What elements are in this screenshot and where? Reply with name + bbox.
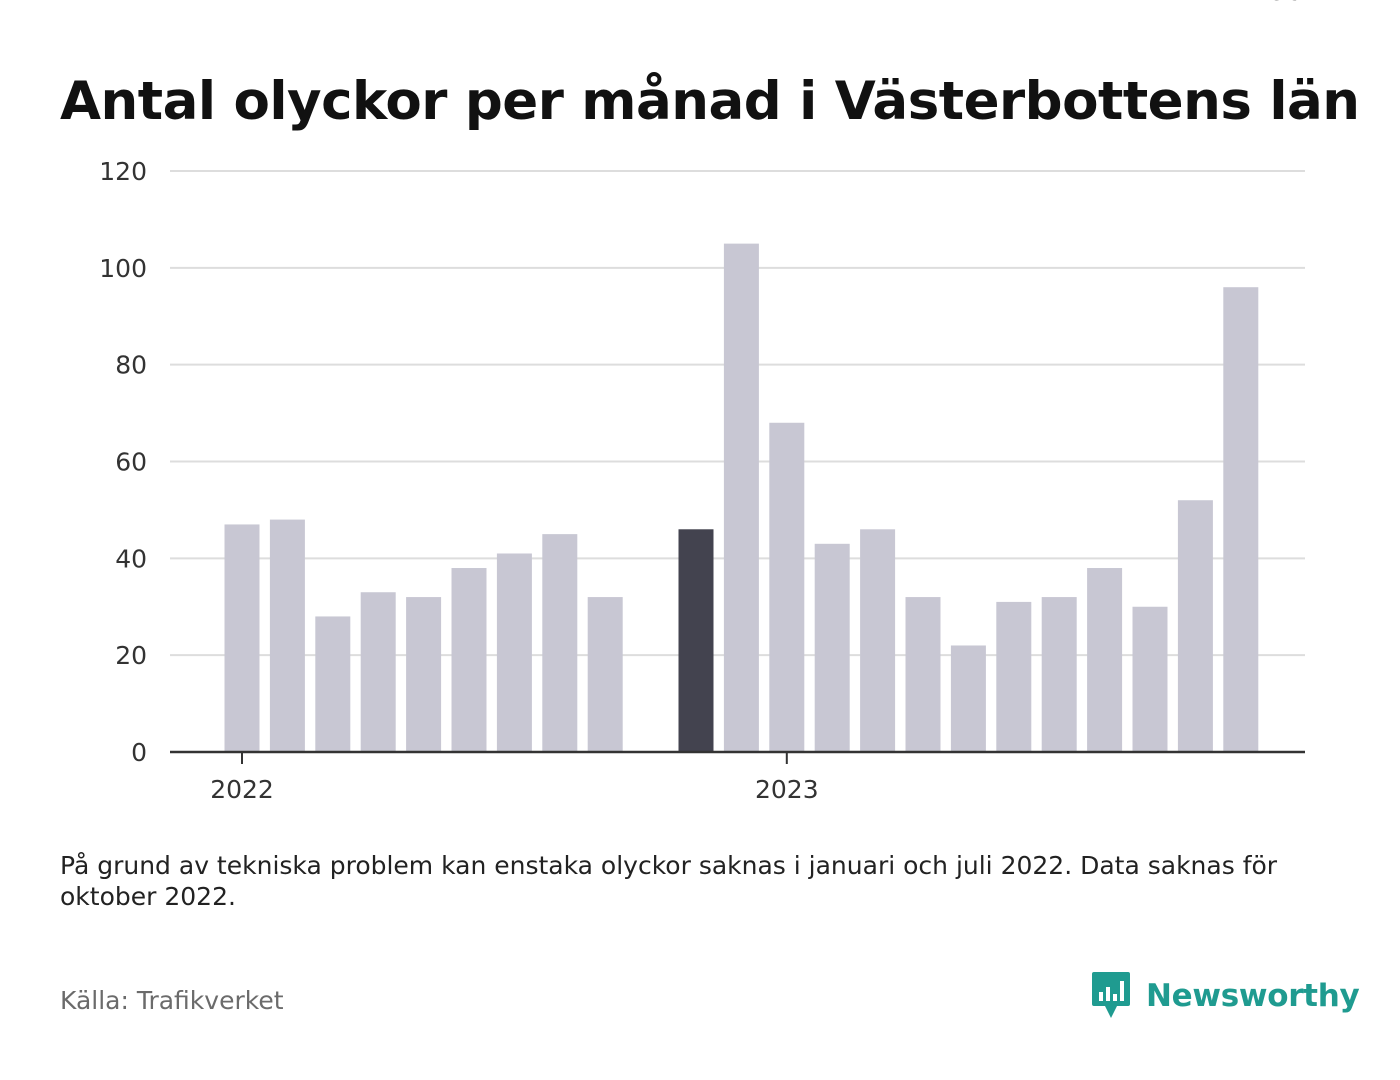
bar-chart: 0 20 40 60 80 100 120 96 2022 2023 — [99, 0, 1305, 804]
data-label: 96 — [1270, 0, 1302, 6]
bar-2023-07 — [1041, 597, 1077, 752]
bars — [224, 243, 1259, 752]
bar-2022-01 — [224, 524, 260, 752]
x-axis: 2022 2023 — [170, 750, 1305, 804]
bar-2022-04 — [360, 592, 396, 752]
bar-2023-10 — [1177, 500, 1213, 752]
bar-2023-02 — [814, 543, 850, 752]
y-axis-ticks: 0 20 40 60 80 100 120 — [99, 157, 147, 767]
bar-2022-03 — [315, 616, 351, 752]
y-tick-label: 100 — [99, 254, 147, 283]
data-labels: 96 — [1270, 0, 1302, 6]
y-tick-label: 0 — [131, 738, 147, 767]
x-tick-label: 2023 — [755, 775, 819, 804]
bar-2022-11 — [678, 529, 714, 752]
brand-logo[interactable]: Newsworthy — [1090, 970, 1360, 1022]
y-tick-label: 80 — [115, 351, 147, 380]
bar-2023-05 — [950, 645, 986, 752]
bar-2023-04 — [905, 597, 941, 752]
bar-2023-09 — [1132, 606, 1168, 752]
y-tick-label: 20 — [115, 641, 147, 670]
bar-2023-08 — [1087, 568, 1123, 752]
bar-2022-05 — [406, 597, 442, 752]
x-tick-label: 2022 — [210, 775, 274, 804]
bar-2022-08 — [542, 534, 578, 752]
bar-2023-11 — [1223, 287, 1259, 752]
source-credit: Källa: Trafikverket — [60, 986, 284, 1015]
bar-2022-07 — [496, 553, 532, 752]
brand-name: Newsworthy — [1146, 978, 1360, 1014]
bar-2023-06 — [996, 601, 1032, 752]
chart-title: Antal olyckor per månad i Västerbottens … — [60, 71, 1360, 132]
bar-2023-01 — [769, 422, 805, 752]
y-tick-label: 60 — [115, 448, 147, 477]
bar-chart-speech-bubble-icon — [1092, 972, 1130, 1018]
chart-note: På grund av tekniska problem kan enstaka… — [60, 851, 1278, 911]
y-tick-label: 120 — [99, 157, 147, 186]
bar-2022-06 — [451, 568, 487, 752]
bar-2022-12 — [723, 243, 759, 752]
y-tick-label: 40 — [115, 544, 147, 573]
bar-2022-09 — [587, 597, 623, 752]
bar-2022-02 — [269, 519, 305, 752]
bar-2023-03 — [860, 529, 896, 752]
